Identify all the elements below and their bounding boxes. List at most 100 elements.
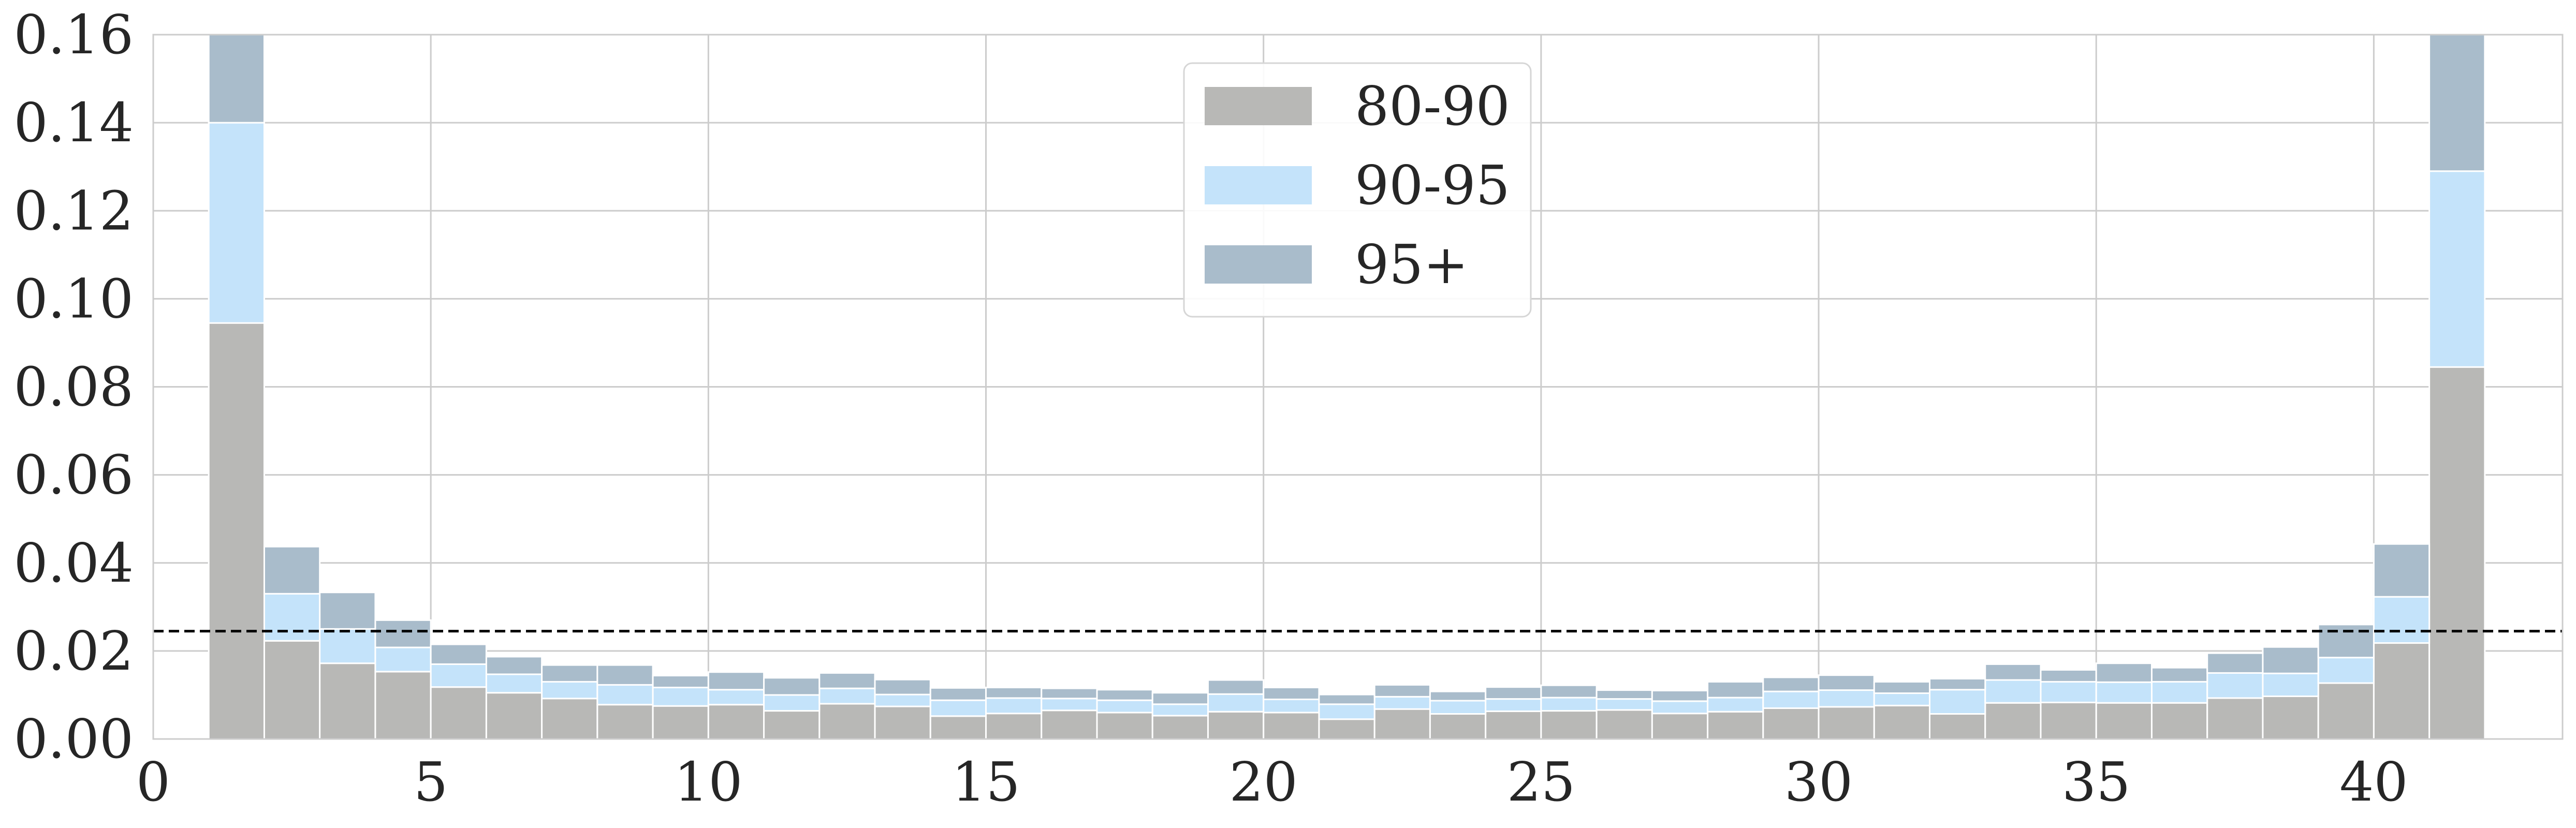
bar-90-95 xyxy=(596,684,654,706)
bar-80-90 xyxy=(652,705,709,740)
bar-90-95 xyxy=(1873,692,1931,706)
bar-95plus xyxy=(1096,689,1153,701)
bar-80-90 xyxy=(319,662,376,740)
bar-90-95 xyxy=(2095,681,2153,704)
bar-95plus xyxy=(818,672,876,689)
x-tick-label: 15 xyxy=(952,750,1020,814)
y-tick-label: 0.16 xyxy=(13,3,134,66)
bar-95plus xyxy=(1263,686,1320,700)
bar-90-95 xyxy=(208,122,265,324)
bar-90-95 xyxy=(1984,679,2042,704)
bar-90-95 xyxy=(818,687,876,705)
bar-90-95 xyxy=(1707,697,1764,713)
bar-80-90 xyxy=(1929,713,1986,740)
bar-95plus xyxy=(1707,681,1764,699)
y-tick-label: 0.02 xyxy=(13,619,134,683)
x-tick-label: 0 xyxy=(136,750,170,814)
bar-90-95 xyxy=(1485,698,1542,712)
x-axis-ticks: 0 5 10 15 20 25 30 35 40 xyxy=(136,750,2408,814)
bar-90-95 xyxy=(1096,699,1153,714)
bar-90-95 xyxy=(874,693,931,707)
bar-80-90 xyxy=(2095,702,2153,740)
bar-90-95 xyxy=(1151,703,1209,717)
y-tick-label: 0.06 xyxy=(13,443,134,507)
x-tick-label: 20 xyxy=(1230,750,1298,814)
bars xyxy=(208,34,2486,740)
bar-90-95 xyxy=(1762,690,1820,709)
plot-frame xyxy=(152,34,2564,740)
bar-90-95 xyxy=(652,686,709,707)
bar-80-90 xyxy=(430,686,487,740)
bar-90-95 xyxy=(763,694,821,712)
bar-95plus xyxy=(2428,34,2486,172)
bar-90-95 xyxy=(2373,596,2431,644)
bar-95plus xyxy=(2206,652,2264,674)
bar-95plus xyxy=(1929,677,1986,691)
bar-90-95 xyxy=(2040,681,2097,703)
bar-80-90 xyxy=(985,713,1043,740)
bar-90-95 xyxy=(929,699,987,717)
bar-80-90 xyxy=(1596,709,1653,740)
bar-80-90 xyxy=(2206,697,2264,740)
x-tick-label: 10 xyxy=(674,750,742,814)
bar-90-95 xyxy=(319,628,376,664)
bar-95plus xyxy=(1207,679,1265,695)
bar-80-90 xyxy=(541,698,598,740)
bar-90-95 xyxy=(2262,672,2319,697)
bar-95plus xyxy=(1429,690,1487,702)
bar-80-90 xyxy=(1429,713,1487,740)
bar-90-95 xyxy=(263,593,321,642)
y-tick-label: 0.10 xyxy=(13,267,134,330)
bar-90-95 xyxy=(2150,681,2208,704)
bar-90-95 xyxy=(1041,698,1098,712)
bar-80-90 xyxy=(2040,701,2097,740)
bar-95plus xyxy=(2373,543,2431,598)
bar-90-95 xyxy=(1651,700,1709,715)
bar-80-90 xyxy=(2317,682,2375,740)
bar-80-90 xyxy=(1540,710,1598,740)
bar-80-90 xyxy=(707,704,765,740)
bar-95plus xyxy=(1485,686,1542,700)
bar-90-95 xyxy=(1429,700,1487,715)
bar-90-95 xyxy=(374,646,432,673)
bar-95plus xyxy=(1984,663,2042,681)
x-tick-label: 5 xyxy=(414,750,448,814)
bar-90-95 xyxy=(2206,672,2264,699)
bar-95plus xyxy=(1540,684,1598,699)
y-tick-label: 0.14 xyxy=(13,91,134,154)
bar-95plus xyxy=(2317,624,2375,659)
bar-95plus xyxy=(929,687,987,701)
bar-90-95 xyxy=(2428,170,2486,368)
bar-80-90 xyxy=(1818,706,1875,740)
bar-95plus xyxy=(596,664,654,686)
x-tick-label: 25 xyxy=(1507,750,1575,814)
x-tick-label: 40 xyxy=(2339,750,2408,814)
bar-90-95 xyxy=(1373,696,1431,710)
legend-label: 80-90 xyxy=(1355,75,1510,138)
bar-80-90 xyxy=(2150,702,2208,740)
bar-90-95 xyxy=(2317,657,2375,684)
y-tick-label: 0.00 xyxy=(13,707,134,771)
bar-80-90 xyxy=(485,692,543,740)
bar-80-90 xyxy=(2262,695,2319,740)
legend-swatch xyxy=(1205,245,1312,284)
bar-90-95 xyxy=(541,681,598,700)
bar-80-90 xyxy=(1373,708,1431,740)
bar-95plus xyxy=(2262,646,2319,674)
legend-swatch xyxy=(1205,87,1312,125)
legend-label: 95+ xyxy=(1355,233,1468,296)
bar-80-90 xyxy=(1762,707,1820,740)
bar-90-95 xyxy=(1540,697,1598,712)
bar-95plus xyxy=(1151,692,1209,705)
bar-80-90 xyxy=(1263,712,1320,740)
bar-80-90 xyxy=(1151,715,1209,740)
x-tick-label: 35 xyxy=(2062,750,2130,814)
bar-95plus xyxy=(1041,687,1098,700)
bar-80-90 xyxy=(2373,642,2431,740)
bar-95plus xyxy=(652,675,709,688)
bar-80-90 xyxy=(818,703,876,740)
bar-95plus xyxy=(1596,689,1653,700)
bar-95plus xyxy=(1318,693,1375,705)
bar-80-90 xyxy=(1651,713,1709,740)
